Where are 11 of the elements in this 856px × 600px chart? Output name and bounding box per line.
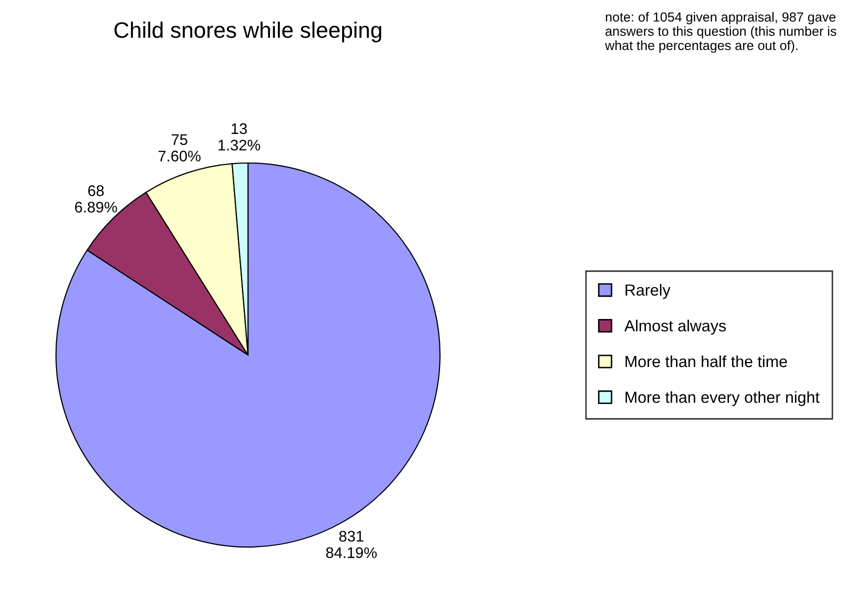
chart-title: Child snores while sleeping [114,22,382,42]
legend-label: Rarely [626,284,670,299]
data-label: 75 7.60% [158,134,201,162]
legend-label: More than every other night [626,391,820,406]
data-label: 13 1.32% [218,123,260,151]
legend-label: More than half the time [626,355,787,368]
pie-slice [55,162,441,548]
data-label: 831 84.19% [326,530,377,558]
text: note: of 1054 given appraisal, 987 gave answers to this question (this number is what the percentages are out of). [604,12,836,53]
legend-label: Almost always [624,320,726,335]
data-label: 68 6.89% [75,185,118,213]
